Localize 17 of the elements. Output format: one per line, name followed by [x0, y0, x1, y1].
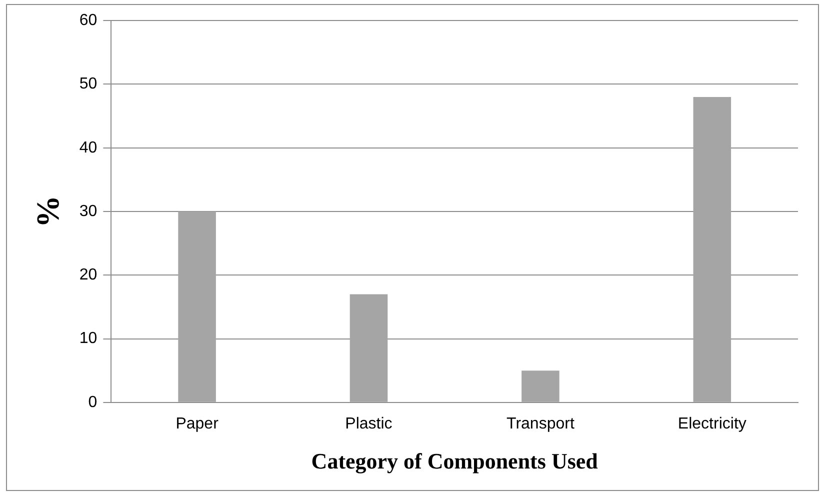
y-tick-label: 0 — [88, 394, 98, 411]
x-axis-title: Category of Components Used — [311, 448, 598, 474]
y-tick-label: 50 — [79, 76, 98, 93]
x-tick-label: Transport — [506, 415, 575, 432]
y-tick-label: 20 — [79, 266, 98, 284]
y-tick-label: 30 — [79, 202, 98, 220]
bar — [178, 212, 216, 402]
x-tick-label: Plastic — [345, 415, 392, 432]
bar — [350, 294, 388, 402]
y-tick-label: 40 — [79, 139, 98, 156]
y-tick-label: 10 — [79, 330, 98, 348]
x-tick-label: Paper — [176, 415, 220, 432]
y-axis-title: % — [29, 196, 66, 228]
bar — [693, 96, 732, 402]
bar — [522, 370, 560, 402]
y-tick-label: 60 — [79, 12, 98, 30]
x-tick-label: Electricity — [678, 415, 746, 432]
